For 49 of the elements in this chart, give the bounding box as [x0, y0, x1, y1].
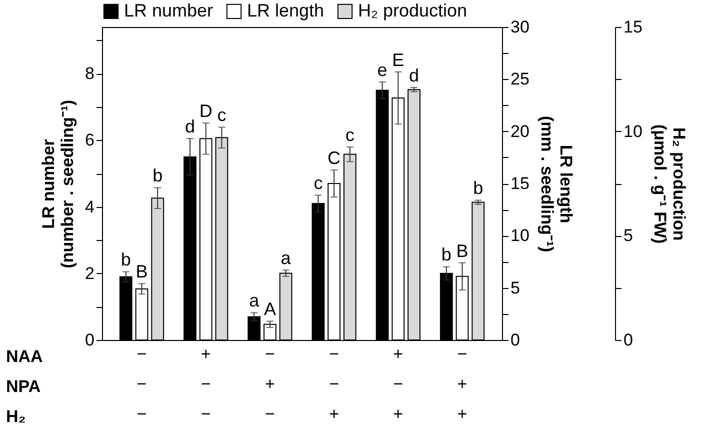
y-tick-label: 2: [85, 264, 94, 283]
data-label: D: [199, 100, 212, 121]
data-label: E: [392, 50, 404, 70]
y3-tick-label: 10: [624, 122, 642, 141]
y2-axis-title: LR length (mm . seedling⁻¹): [537, 116, 576, 252]
data-label: c: [345, 124, 354, 145]
x-tick-label: − − +: [329, 344, 340, 424]
y-tick-label: 4: [85, 197, 94, 216]
y3-tick-label: 15: [624, 18, 642, 36]
text: NPA: [6, 377, 41, 396]
y2-tick-label: 25: [510, 70, 530, 89]
y-axis-title: LR number (number . seedling⁻¹): [39, 100, 78, 268]
data-label: a: [280, 248, 292, 268]
data-label: b: [152, 166, 163, 186]
data-label: d: [184, 116, 196, 137]
data-label: b: [120, 250, 131, 270]
x-tick-label: + − +: [393, 344, 404, 424]
y2-tick-label: 5: [510, 278, 520, 298]
data-label: c: [217, 105, 226, 126]
y3-tick-label: 5: [624, 226, 633, 246]
data-label: c: [314, 173, 323, 194]
x-tick-label: − + −: [264, 344, 275, 424]
data-label: d: [408, 66, 420, 86]
text: NAA: [6, 347, 43, 366]
y-tick-label: 0: [85, 330, 94, 350]
data-label: e: [377, 60, 388, 80]
data-label: B: [136, 262, 148, 282]
legend-label: LR number: [124, 0, 214, 20]
y-tick-label: 6: [85, 130, 94, 150]
y2-tick-label: 20: [510, 122, 530, 141]
y3-axis-title: H₂ production (μmol . g⁻¹ FW): [650, 124, 688, 244]
data-label: C: [328, 148, 341, 168]
y3-tick-label: 0: [624, 330, 633, 350]
x-tick-label: − − −: [136, 344, 147, 424]
data-label: b: [473, 178, 484, 198]
y2-tick-label: 30: [510, 18, 530, 36]
y2-tick-label: 15: [510, 174, 530, 193]
text: H₂: [6, 407, 26, 426]
data-label: a: [249, 290, 260, 311]
data-label: B: [456, 240, 468, 261]
data-label: b: [441, 244, 452, 265]
x-tick-label: + − −: [200, 344, 211, 424]
y2-tick-label: 10: [510, 226, 530, 246]
legend-label: LR length: [247, 0, 324, 20]
y2-tick-label: 0: [510, 330, 520, 350]
x-tick-label: − + +: [457, 344, 468, 424]
data-label: A: [264, 299, 276, 320]
legend-label: H₂ production: [358, 0, 468, 20]
y-tick-label: 8: [85, 64, 94, 84]
